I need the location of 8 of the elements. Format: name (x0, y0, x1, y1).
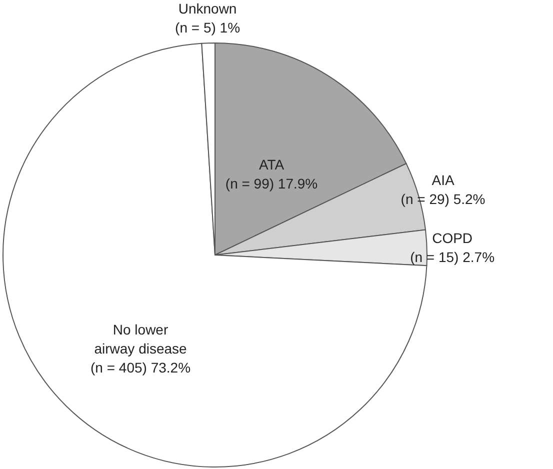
slice-label: No lower airway disease (94, 321, 188, 356)
slice-label: COPD (432, 230, 473, 246)
slice-label: Unknown (178, 0, 237, 17)
slice-label: AIA (432, 172, 455, 188)
data-label: (n = 405) 73.2% (90, 359, 191, 376)
data-label: (n = 5) 1% (175, 20, 240, 36)
data-label: (n = 99) 17.9% (225, 175, 318, 192)
slice-label: ATA (258, 156, 285, 172)
